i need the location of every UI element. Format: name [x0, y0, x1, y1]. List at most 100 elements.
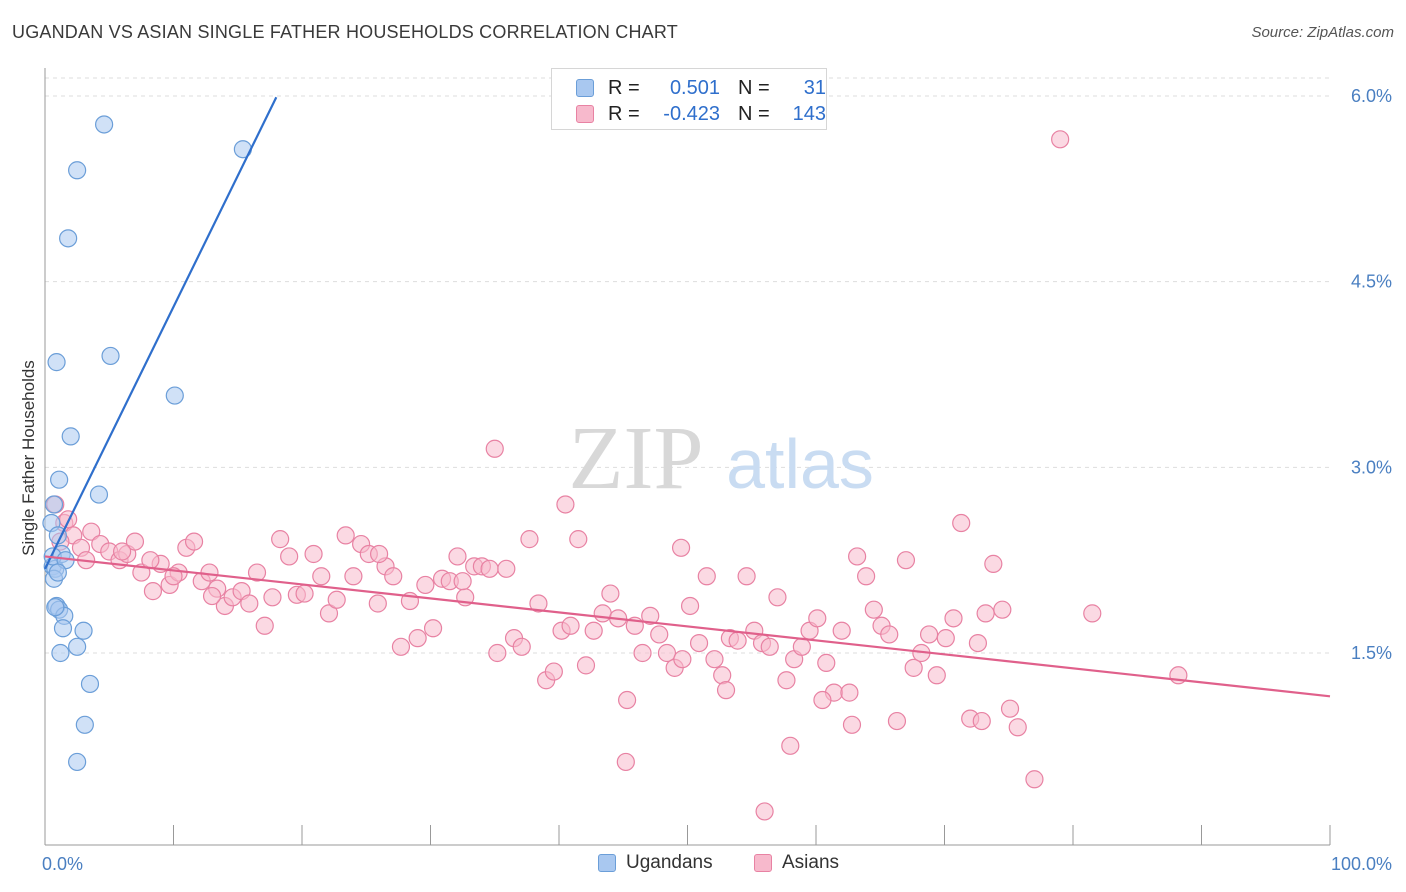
- point-asians: [972, 711, 991, 731]
- point-asians: [697, 567, 716, 586]
- y-tick-label: 4.5%: [1351, 272, 1392, 292]
- point-asians: [601, 584, 620, 603]
- point-asians: [312, 567, 331, 586]
- point-asians: [263, 588, 282, 607]
- point-asians: [336, 526, 355, 545]
- point-asians: [280, 547, 299, 566]
- point-ugandans: [74, 621, 93, 640]
- legend-swatch-ugandans: [576, 79, 594, 97]
- legend-n-label: N =: [738, 76, 770, 99]
- point-asians: [408, 629, 427, 648]
- point-asians: [480, 559, 499, 578]
- legend-item-asians[interactable]: Asians: [754, 852, 839, 874]
- point-asians: [840, 683, 859, 702]
- point-asians: [713, 666, 732, 685]
- point-ugandans: [51, 643, 70, 663]
- y-tick-label: 6.0%: [1351, 86, 1392, 106]
- point-asians: [1025, 770, 1044, 789]
- point-asians: [984, 554, 1003, 573]
- point-asians: [716, 681, 736, 700]
- point-asians: [529, 594, 548, 613]
- point-asians: [904, 658, 923, 677]
- point-ugandans: [75, 715, 94, 734]
- point-asians: [593, 604, 612, 623]
- trend-line-asians: [44, 555, 1331, 698]
- point-asians: [391, 637, 411, 656]
- point-ugandans: [101, 346, 120, 366]
- point-asians: [448, 547, 467, 566]
- y-axis-title: Single Father Households: [19, 360, 38, 556]
- point-asians: [768, 588, 787, 607]
- point-asians: [556, 495, 575, 514]
- correlation-legend: R = 0.501 N = 31 R = -0.423 N = 143: [551, 68, 827, 130]
- point-ugandans: [59, 229, 78, 248]
- legend-n-label: N =: [738, 102, 770, 125]
- point-asians: [633, 643, 652, 663]
- point-asians: [304, 544, 323, 564]
- point-asians: [485, 439, 504, 458]
- point-asians: [200, 563, 219, 582]
- point-asians: [728, 631, 747, 650]
- point-asians: [832, 621, 851, 640]
- point-asians: [576, 656, 596, 675]
- legend-n-value: 143: [792, 102, 826, 125]
- y-tick-label: 3.0%: [1351, 457, 1392, 477]
- point-asians: [689, 633, 709, 653]
- point-ugandans: [44, 495, 64, 514]
- point-asians: [673, 650, 692, 669]
- point-asians: [737, 567, 756, 586]
- axes: [44, 68, 1331, 846]
- point-asians: [497, 559, 516, 578]
- point-asians: [1008, 718, 1027, 737]
- point-asians: [368, 594, 387, 613]
- point-ugandans: [80, 674, 100, 694]
- x-tick-label: 0.0%: [42, 854, 83, 874]
- point-ugandans: [95, 115, 114, 134]
- point-asians: [657, 643, 677, 663]
- point-ugandans: [68, 161, 87, 180]
- legend-swatch-asians: [754, 854, 772, 872]
- point-asians: [976, 604, 995, 623]
- series-ugandans: [42, 115, 252, 772]
- legend-label-ugandans: Ugandans: [626, 852, 713, 873]
- point-asians: [755, 802, 774, 821]
- point-asians: [760, 637, 779, 656]
- legend-r-label: R =: [608, 102, 640, 125]
- point-asians: [848, 547, 867, 566]
- point-asians: [968, 633, 988, 653]
- point-asians: [927, 666, 946, 685]
- point-asians: [880, 625, 899, 644]
- point-asians: [680, 596, 700, 616]
- legend-r-value: 0.501: [669, 76, 720, 99]
- point-asians: [184, 532, 204, 551]
- point-asians: [370, 544, 389, 564]
- point-asians: [319, 604, 339, 623]
- point-ugandans: [165, 386, 184, 405]
- point-asians: [453, 572, 472, 591]
- point-asians: [641, 606, 660, 625]
- point-asians: [512, 637, 531, 656]
- point-asians: [857, 567, 876, 586]
- legend-item-ugandans[interactable]: Ugandans: [598, 852, 713, 874]
- point-ugandans: [46, 598, 65, 617]
- point-asians: [584, 621, 603, 640]
- point-ugandans: [47, 353, 66, 372]
- legend-n-value: 31: [803, 76, 826, 99]
- point-asians: [777, 671, 796, 690]
- point-asians: [561, 616, 580, 635]
- point-asians: [618, 690, 637, 710]
- point-asians: [993, 600, 1012, 619]
- trend-lines: [44, 96, 1331, 698]
- point-asians: [520, 530, 539, 549]
- legend-row-ugandans: R = 0.501 N = 31: [576, 75, 826, 101]
- x-tick-label: 100.0%: [1331, 854, 1392, 874]
- point-asians: [705, 650, 724, 669]
- point-asians: [919, 625, 939, 644]
- point-asians: [569, 530, 588, 549]
- tick-labels: 1.5% 3.0% 4.5% 6.0% 0.0% 100.0%: [42, 86, 1392, 874]
- point-asians: [952, 513, 971, 533]
- trend-line-ugandans: [44, 96, 278, 570]
- point-asians: [792, 637, 811, 656]
- point-asians: [271, 530, 290, 549]
- point-asians: [416, 575, 435, 595]
